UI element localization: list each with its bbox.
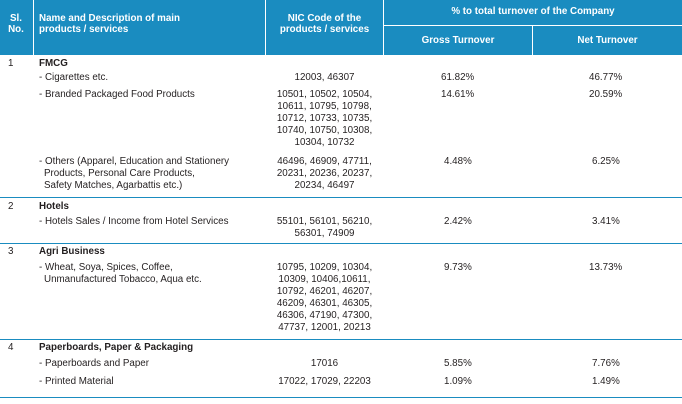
nic-line: 56301, 74909 bbox=[294, 228, 355, 239]
item-name-line: Products, Personal Care Products, bbox=[44, 168, 195, 179]
gross-turnover: 2.42% bbox=[444, 216, 472, 227]
nic-line: 10501, 10502, 10504, bbox=[276, 89, 373, 100]
header-divider bbox=[33, 0, 34, 55]
net-turnover: 46.77% bbox=[589, 72, 623, 83]
nic-line: 17016 bbox=[310, 358, 339, 369]
category-title: Paperboards, Paper & Packaging bbox=[39, 342, 194, 353]
item-name: - Cigarettes etc. bbox=[39, 72, 109, 83]
nic-line: 46306, 47190, 47300, bbox=[276, 310, 373, 321]
nic-line: 46209, 46301, 46305, bbox=[276, 298, 373, 309]
header-nic-line2: products / services bbox=[279, 24, 370, 35]
item-name-line: - Others (Apparel, Education and Station… bbox=[39, 156, 230, 167]
row-number: 3 bbox=[8, 246, 14, 257]
row-number: 2 bbox=[8, 201, 14, 212]
header-pct-title: % to total turnover of the Company bbox=[451, 6, 615, 17]
net-turnover: 13.73% bbox=[589, 262, 623, 273]
net-turnover: 6.25% bbox=[592, 156, 620, 167]
header-name-line2: products / services bbox=[39, 24, 129, 35]
row-divider bbox=[0, 397, 682, 398]
nic-line: 10795, 10209, 10304, bbox=[276, 262, 373, 273]
net-turnover: 3.41% bbox=[592, 216, 620, 227]
nic-line: 20231, 20236, 20237, bbox=[276, 168, 373, 179]
nic-line: 20234, 46497 bbox=[294, 180, 355, 191]
row-number: 4 bbox=[8, 342, 14, 353]
nic-codes: 10501, 10502, 10504, 10611, 10795, 10798… bbox=[266, 89, 383, 149]
nic-codes: 10795, 10209, 10304, 10309, 10406,10611,… bbox=[266, 262, 383, 334]
nic-codes: 55101, 56101, 56210, 56301, 74909 bbox=[266, 216, 383, 240]
net-turnover: 7.76% bbox=[592, 358, 620, 369]
net-turnover: 1.49% bbox=[592, 376, 620, 387]
nic-line: 10712, 10733, 10735, bbox=[276, 113, 373, 124]
nic-line: 10309, 10406,10611, bbox=[278, 274, 371, 285]
nic-line: 10792, 46201, 46207, bbox=[276, 286, 373, 297]
row-number: 1 bbox=[8, 58, 14, 69]
category-title: FMCG bbox=[39, 58, 68, 69]
header-divider bbox=[383, 0, 384, 55]
gross-turnover: 61.82% bbox=[441, 72, 475, 83]
header-name: Name and Description of main products / … bbox=[39, 13, 259, 35]
nic-codes: 17016 bbox=[266, 358, 383, 370]
nic-line: 55101, 56101, 56210, bbox=[276, 216, 373, 227]
item-name: - Hotels Sales / Income from Hotel Servi… bbox=[39, 216, 229, 227]
table-header: Sl. No. Name and Description of main pro… bbox=[0, 0, 682, 55]
gross-turnover: 14.61% bbox=[441, 89, 475, 100]
item-name-line: Safety Matches, Agarbattis etc.) bbox=[44, 180, 183, 191]
header-gross: Gross Turnover bbox=[421, 35, 495, 46]
net-turnover: 20.59% bbox=[589, 89, 623, 100]
item-name: - Wheat, Soya, Spices, Coffee, Unmanufac… bbox=[39, 262, 202, 286]
nic-line: 10740, 10750, 10308, bbox=[276, 125, 373, 136]
header-sl-line1: Sl. bbox=[10, 13, 22, 24]
header-sl: Sl. No. bbox=[6, 13, 26, 35]
header-name-line1: Name and Description of main bbox=[39, 13, 180, 24]
category-title: Agri Business bbox=[39, 246, 105, 257]
item-name: - Paperboards and Paper bbox=[39, 358, 150, 369]
item-name: - Printed Material bbox=[39, 376, 114, 387]
header-divider bbox=[265, 0, 266, 55]
nic-line: 47737, 12001, 20213 bbox=[278, 322, 371, 333]
item-name: - Others (Apparel, Education and Station… bbox=[39, 156, 229, 192]
gross-turnover: 1.09% bbox=[444, 376, 472, 387]
header-nic: NIC Code of the products / services bbox=[266, 13, 383, 35]
header-divider bbox=[384, 25, 682, 26]
nic-codes: 12003, 46307 bbox=[266, 72, 383, 84]
nic-line: 10304, 10732 bbox=[294, 137, 355, 148]
nic-line: 12003, 46307 bbox=[294, 72, 355, 83]
header-nic-line1: NIC Code of the bbox=[287, 13, 362, 24]
nic-line: 46496, 46909, 47711, bbox=[277, 156, 372, 167]
gross-turnover: 9.73% bbox=[444, 262, 472, 273]
row-divider bbox=[0, 243, 682, 244]
nic-codes: 17022, 17029, 22203 bbox=[266, 376, 383, 388]
nic-codes: 46496, 46909, 47711, 20231, 20236, 20237… bbox=[266, 156, 383, 192]
header-sl-line2: No. bbox=[8, 24, 24, 35]
row-divider bbox=[0, 197, 682, 198]
nic-line: 10611, 10795, 10798, bbox=[277, 101, 372, 112]
header-net: Net Turnover bbox=[577, 35, 638, 46]
gross-turnover: 5.85% bbox=[444, 358, 472, 369]
nic-line: 17022, 17029, 22203 bbox=[278, 376, 371, 387]
header-divider bbox=[532, 25, 533, 55]
item-name-line: Unmanufactured Tobacco, Aqua etc. bbox=[44, 274, 202, 285]
row-divider bbox=[0, 339, 682, 340]
category-title: Hotels bbox=[39, 201, 69, 212]
item-name: - Branded Packaged Food Products bbox=[39, 89, 195, 100]
item-name-line: - Wheat, Soya, Spices, Coffee, bbox=[39, 262, 173, 273]
gross-turnover: 4.48% bbox=[444, 156, 472, 167]
